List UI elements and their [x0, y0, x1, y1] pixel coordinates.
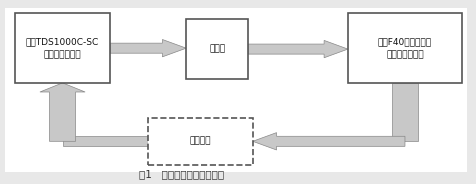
FancyBboxPatch shape: [15, 13, 110, 83]
Polygon shape: [391, 83, 417, 141]
Polygon shape: [252, 133, 404, 150]
Polygon shape: [110, 40, 186, 57]
FancyBboxPatch shape: [186, 19, 248, 79]
Text: 待测电路: 待测电路: [189, 137, 211, 146]
Polygon shape: [40, 83, 85, 141]
FancyBboxPatch shape: [148, 118, 252, 165]
FancyBboxPatch shape: [5, 8, 466, 172]
Text: 盛普F40型数字合成
函数信号发生器: 盛普F40型数字合成 函数信号发生器: [377, 37, 431, 59]
FancyBboxPatch shape: [347, 13, 461, 83]
Text: 泰克TDS1000C-SC
系列数字示波器: 泰克TDS1000C-SC 系列数字示波器: [26, 37, 99, 59]
Text: 计算机: 计算机: [208, 45, 225, 54]
Polygon shape: [248, 40, 347, 58]
Text: 图1   仪器集成幅频特性测试: 图1 仪器集成幅频特性测试: [139, 169, 224, 179]
Polygon shape: [62, 136, 148, 146]
